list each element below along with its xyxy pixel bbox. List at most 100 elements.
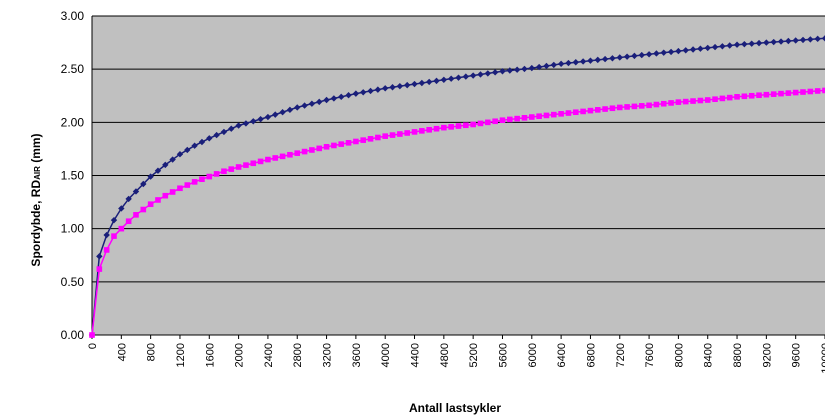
series-markers	[89, 87, 825, 338]
data-point	[330, 95, 338, 102]
data-point	[455, 123, 462, 129]
x-tick-label: 8800	[732, 343, 744, 367]
data-point	[367, 87, 374, 95]
x-tick-labels: 0 400 800 1200 1600 2000 2400 2800 3200 3600 4000 4…	[87, 335, 825, 374]
data-point	[221, 168, 227, 175]
data-point	[565, 110, 572, 116]
data-point	[96, 266, 103, 272]
data-point	[822, 87, 825, 94]
data-point	[506, 67, 514, 74]
data-point	[558, 111, 564, 117]
data-point	[396, 82, 404, 90]
data-point	[140, 206, 147, 213]
data-point	[543, 112, 550, 119]
data-point	[748, 92, 755, 99]
series-markers	[88, 35, 825, 339]
data-point	[235, 164, 242, 170]
data-point	[726, 94, 733, 101]
data-point	[734, 94, 740, 100]
data-point	[484, 70, 492, 77]
x-tick-label: 400	[116, 343, 128, 361]
data-point	[235, 122, 242, 129]
x-tick-label: 4000	[380, 343, 392, 367]
data-point	[425, 78, 433, 86]
data-point	[382, 133, 388, 139]
data-point	[792, 37, 799, 44]
data-point	[726, 42, 733, 49]
data-point	[609, 105, 616, 112]
data-point	[572, 59, 579, 66]
data-point	[338, 141, 345, 147]
data-point	[316, 145, 323, 152]
data-point	[103, 231, 110, 239]
data-point	[777, 38, 785, 45]
data-point	[513, 66, 521, 73]
x-tick-label: 0	[87, 343, 99, 349]
x-tick-label: 9200	[761, 343, 773, 367]
data-point	[609, 55, 616, 62]
data-point	[675, 47, 682, 55]
data-point	[316, 98, 323, 106]
data-point	[579, 58, 587, 65]
y-tick-labels: 0.00 0.50 1.00 1.50 2.00 2.50 3.00	[61, 9, 85, 342]
data-point	[345, 92, 352, 99]
data-point	[778, 90, 784, 97]
data-point	[594, 56, 601, 64]
x-tick-label: 8000	[673, 343, 685, 367]
data-point	[507, 116, 513, 123]
y-tick-label: 1.50	[61, 169, 85, 183]
data-point	[763, 91, 770, 98]
x-tick-label: 4400	[410, 343, 422, 367]
data-point	[602, 106, 608, 112]
data-point	[601, 55, 609, 63]
data-point	[448, 124, 454, 130]
data-point	[712, 96, 718, 103]
data-point	[689, 46, 697, 53]
y-axis-title-main: Spordybde, RD	[29, 180, 43, 267]
data-point	[287, 151, 293, 158]
data-point	[162, 192, 169, 199]
data-point	[345, 140, 352, 146]
x-tick-label: 7600	[644, 343, 656, 367]
y-tick-label: 0.00	[61, 328, 85, 342]
data-point	[711, 43, 719, 51]
data-point	[499, 117, 506, 124]
data-point	[469, 72, 477, 79]
data-point	[462, 73, 470, 80]
data-point	[638, 103, 645, 109]
data-point	[279, 109, 286, 116]
data-point	[455, 74, 462, 81]
data-point	[352, 90, 360, 97]
x-tick-label: 9600	[791, 343, 803, 367]
x-tick-label: 6000	[527, 343, 539, 367]
data-point	[133, 212, 139, 218]
data-point	[690, 98, 696, 104]
data-point	[616, 104, 623, 111]
data-point	[440, 76, 448, 83]
data-point	[125, 218, 132, 225]
data-point	[580, 108, 586, 115]
data-point	[770, 38, 777, 46]
data-point	[536, 113, 542, 120]
data-point	[623, 53, 631, 60]
data-point	[741, 93, 748, 100]
data-point	[550, 111, 557, 118]
data-point	[756, 92, 762, 99]
data-point	[433, 125, 440, 132]
x-tick-label: 6800	[585, 343, 597, 367]
data-point	[184, 182, 191, 188]
data-point	[301, 102, 308, 109]
data-point	[528, 64, 535, 72]
x-tick-label: 6400	[556, 343, 568, 367]
data-point	[668, 100, 674, 106]
data-point	[447, 75, 455, 82]
x-tick-label: 1600	[204, 343, 216, 367]
data-point	[206, 173, 213, 180]
data-point	[154, 167, 162, 174]
data-point	[147, 201, 154, 208]
data-point	[132, 188, 140, 195]
data-point	[814, 35, 821, 43]
data-point	[103, 247, 110, 253]
y-axis-title-subscript: AIR	[33, 166, 42, 180]
